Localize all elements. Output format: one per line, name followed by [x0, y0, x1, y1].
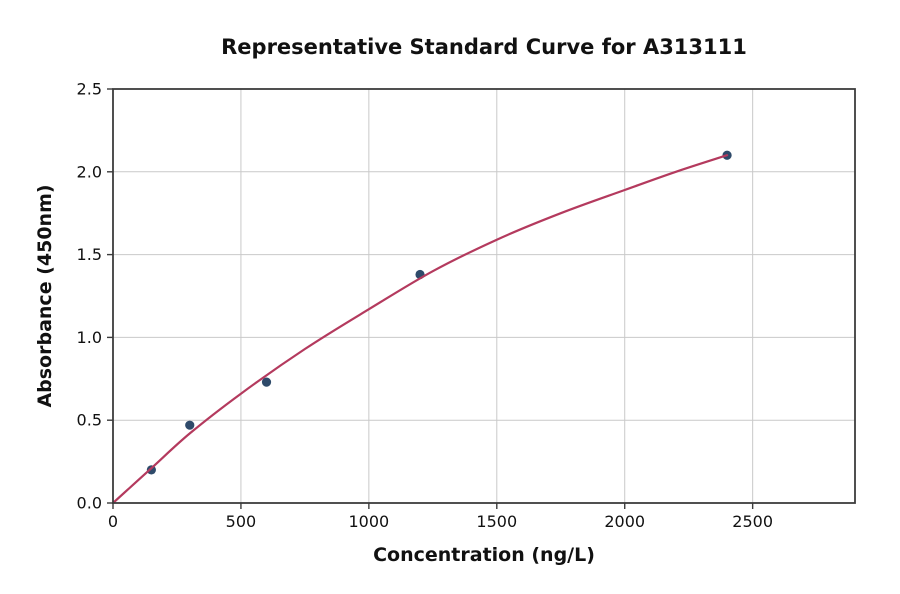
y-tick-label: 0.5 — [77, 411, 102, 430]
x-tick-label: 500 — [226, 512, 257, 531]
x-tick-label: 2500 — [732, 512, 773, 531]
y-tick-label: 2.5 — [77, 80, 102, 99]
x-tick-label: 1500 — [476, 512, 517, 531]
fitted-curve — [111, 154, 729, 505]
y-tick-label: 1.5 — [77, 245, 102, 264]
data-point — [185, 420, 195, 430]
y-tick-label: 1.0 — [77, 328, 102, 347]
plot-frame — [112, 88, 856, 504]
y-tick-label: 0.0 — [77, 494, 102, 513]
y-axis-label: Absorbance (450nm) — [34, 184, 56, 408]
x-axis-label: Concentration (ng/L) — [373, 544, 595, 566]
x-tick-label: 0 — [108, 512, 118, 531]
data-point — [261, 377, 272, 387]
x-tick-label: 1000 — [349, 512, 390, 531]
chart-title: Representative Standard Curve for A31311… — [221, 35, 747, 59]
y-tick-label: 2.0 — [77, 162, 102, 181]
x-tick-label: 2000 — [604, 512, 645, 531]
